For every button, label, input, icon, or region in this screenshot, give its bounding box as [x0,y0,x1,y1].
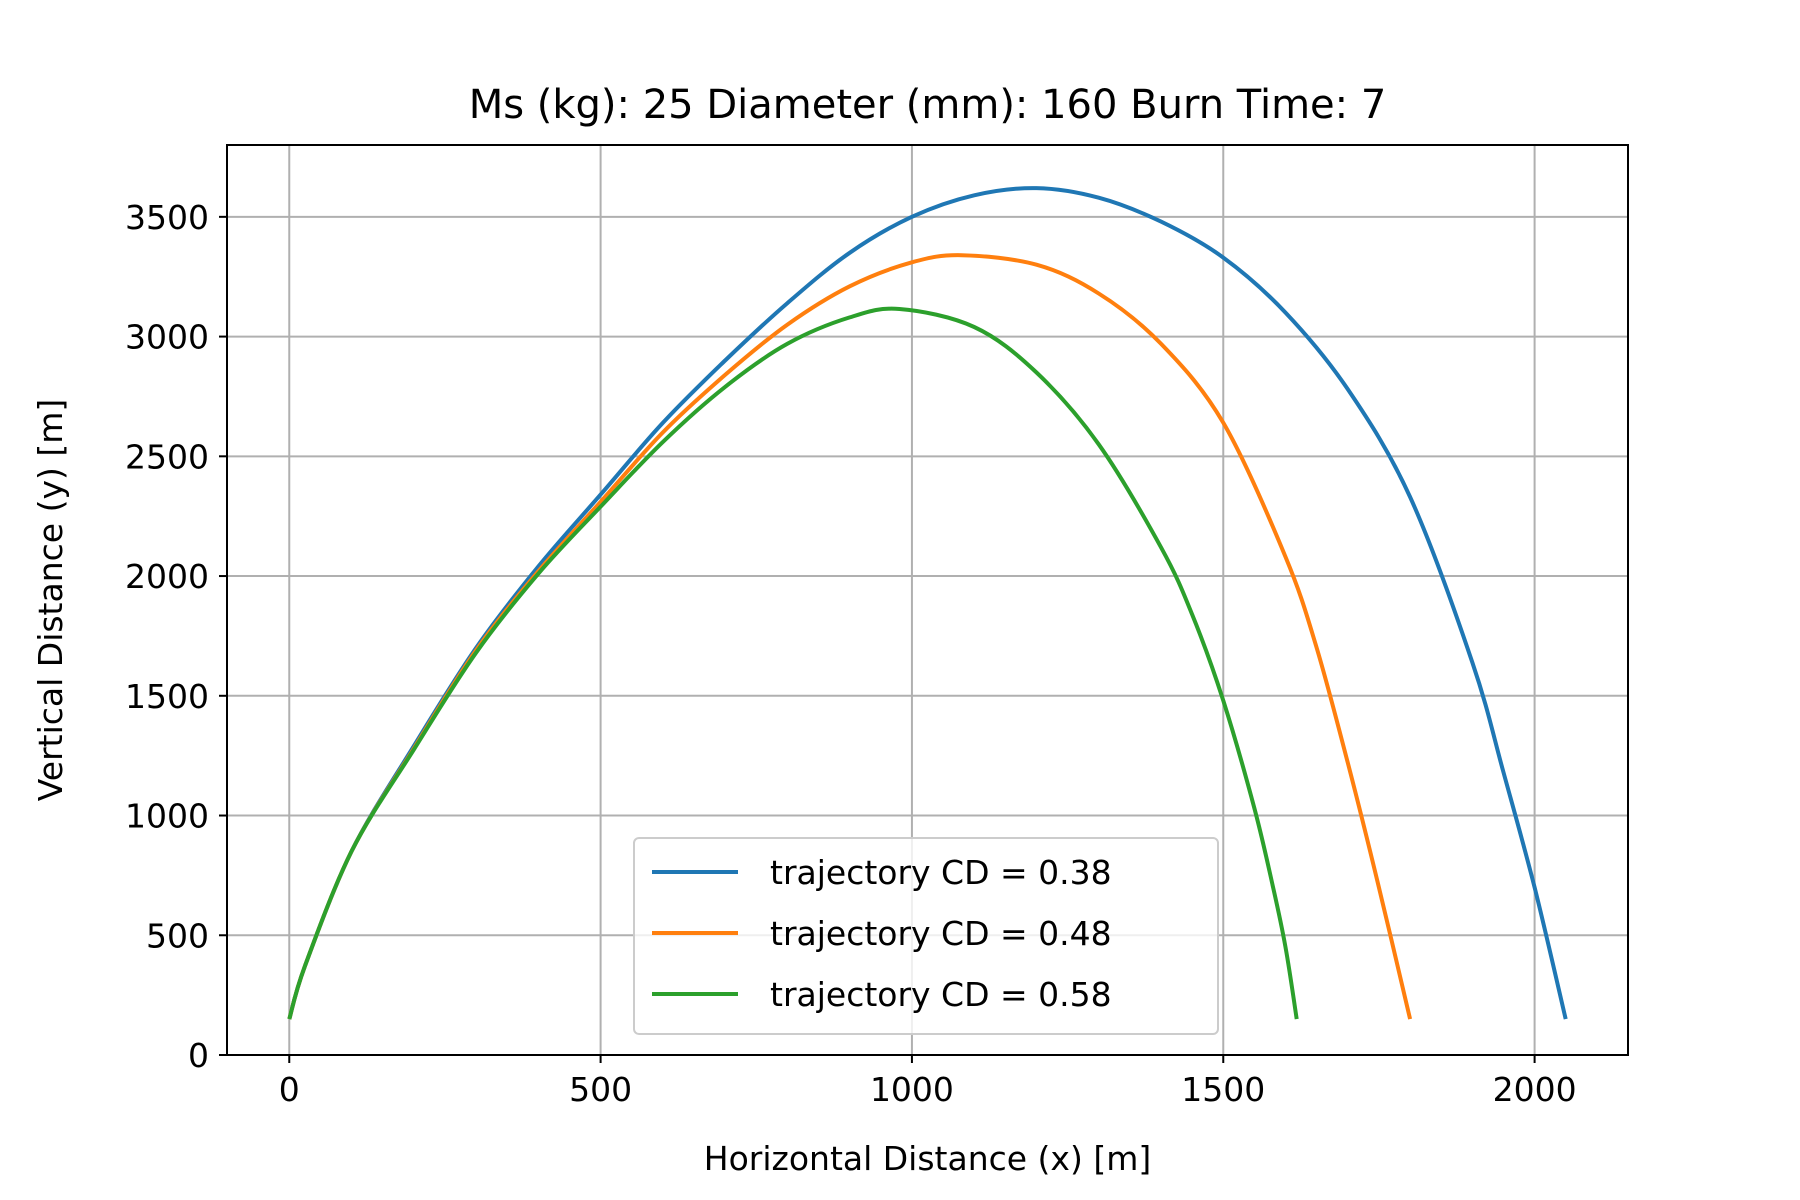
grid-lines [227,145,1628,1056]
x-tick-label: 1500 [1181,1070,1265,1109]
y-tick-label: 3000 [125,318,209,357]
x-tick-label: 0 [279,1070,300,1109]
y-axis-ticks: 0 500 1000 1500 2000 2500 3000 3500 [125,198,227,1075]
chart-title: Ms (kg): 25 Diameter (mm): 160 Burn Time… [469,82,1387,128]
x-axis-ticks: 0 500 1000 1500 2000 [279,1055,1577,1109]
x-tick-label: 1000 [870,1070,954,1109]
y-tick-label: 2000 [125,557,209,596]
legend-label-0: trajectory CD = 0.38 [770,853,1112,892]
y-tick-label: 500 [146,916,209,955]
legend-box [633,837,1219,1035]
plot-area-frame [226,144,1629,1056]
legend-label-2: trajectory CD = 0.58 [770,975,1112,1014]
series-lines [287,186,1568,1020]
x-tick-label: 2000 [1493,1070,1577,1109]
x-tick-label: 500 [569,1070,632,1109]
x-axis-title: Horizontal Distance (x) [m] [704,1139,1151,1178]
y-tick-label: 1500 [125,677,209,716]
legend-label-1: trajectory CD = 0.48 [770,914,1112,953]
y-tick-label: 2500 [125,437,209,476]
y-axis-title: Vertical Distance (y) [m] [31,399,70,801]
y-tick-label: 1000 [125,797,209,836]
series-line-2 [287,306,1299,1020]
y-tick-label: 3500 [125,198,209,237]
y-tick-label: 0 [188,1036,209,1075]
legend: trajectory CD = 0.38 trajectory CD = 0.48… [633,837,1219,1035]
